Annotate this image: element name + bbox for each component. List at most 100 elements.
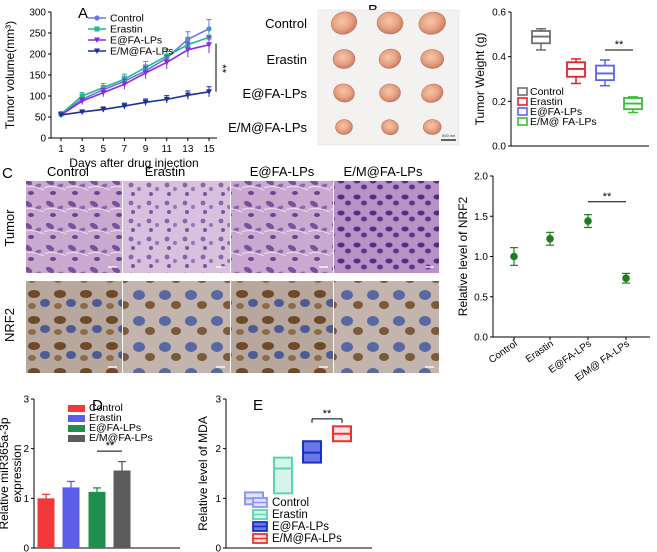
panel-label-c: C	[2, 165, 13, 182]
photo-row-label: E@FA-LPs	[243, 86, 308, 101]
legend-marker	[94, 26, 100, 32]
data-point	[163, 96, 170, 103]
y-axis-title: Tumor volume(mm³)	[3, 21, 17, 129]
legend-marker	[517, 117, 528, 126]
series-line	[60, 28, 210, 115]
tumor-specimen	[330, 11, 358, 35]
x-tick-label: 11	[162, 144, 173, 155]
legend-label: Erastin	[110, 24, 143, 36]
y-tick-label: 100	[29, 92, 46, 103]
significance-label: **	[615, 39, 624, 51]
chart-b-tumor-weight: 0.0 0.2 0.4 0.6 Tumor Weight (g) ** ControlEra…	[473, 8, 649, 153]
legend-marker	[94, 15, 100, 21]
y-axis-title: Tumor Weight (g)	[473, 33, 487, 126]
bar	[37, 498, 55, 548]
significance-label: **	[216, 64, 228, 73]
tumor-specimen	[333, 83, 355, 103]
y-tick-label: 3	[215, 395, 221, 406]
y-tick-label: 0.0	[474, 333, 488, 344]
panel-label-a: A	[78, 5, 88, 22]
y-tick-label: 2	[23, 444, 29, 455]
y-tick-label: 250	[29, 29, 46, 40]
y-tick-label: 1	[215, 494, 221, 505]
tumor-specimen	[381, 119, 399, 136]
y-tick-label: 0.4	[492, 52, 506, 63]
photo-row-label: Erastin	[267, 52, 307, 67]
histology-image-tumor	[123, 181, 230, 273]
legend-label: Control	[110, 13, 144, 25]
panel-label-d: D	[92, 397, 103, 414]
histology-column-label: Control	[47, 164, 89, 179]
y-tick-label: 1.0	[474, 252, 488, 263]
data-point	[79, 93, 85, 99]
legend-label: Control	[89, 402, 123, 414]
legend-marker	[94, 37, 100, 43]
photo-row-label: Control	[265, 16, 307, 31]
histology-image-nrf2	[231, 281, 333, 373]
legend-label: E/M@FA-LPs	[89, 432, 153, 444]
data-point	[184, 47, 191, 53]
x-tick-label: 7	[122, 144, 128, 155]
x-tick-label: 5	[101, 144, 107, 155]
data-point	[184, 92, 191, 99]
histology-image-nrf2	[26, 281, 122, 373]
data-point	[163, 59, 170, 66]
y-tick-label: 0	[215, 544, 221, 552]
y-tick-label: 3	[23, 395, 29, 406]
legend-label: E/M@FA-LPs	[272, 533, 342, 545]
legend-marker	[68, 435, 85, 442]
chart-d-mir365a: 0 1 2 3 Relative miR365a-3p expression ** Contr…	[0, 395, 180, 552]
y-tick-label: 0.0	[492, 142, 506, 153]
y-tick-label: 2	[215, 444, 221, 455]
legend-marker	[68, 405, 85, 412]
y-tick-label: 200	[29, 50, 46, 61]
legend-marker	[94, 48, 100, 54]
data-point	[546, 234, 554, 243]
panel-label-e: E	[253, 397, 263, 414]
data-point	[206, 89, 212, 95]
y-axis-title: Relative level of NRF2	[456, 196, 470, 316]
x-tick-label: 1	[58, 144, 64, 155]
y-tick-label: 50	[35, 113, 47, 124]
y-axis-title-line1: Relative miR365a-3p	[0, 417, 11, 529]
legend-label: Erastin	[530, 96, 563, 108]
y-axis-title: Relative level of MDA	[196, 416, 210, 531]
legend-label: Erastin	[272, 509, 308, 521]
y-tick-label: 0.5	[474, 292, 488, 303]
y-tick-label: 150	[29, 71, 46, 82]
y-axis-title-line2: expression	[10, 444, 24, 502]
histology-image-tumor	[231, 181, 333, 273]
legend-label: E@FA-LPs	[530, 106, 582, 118]
legend-label: Control	[272, 497, 309, 509]
tumor-specimen	[418, 11, 446, 35]
chart-nrf2-level: 0.0 0.5 1.0 1.5 2.0 Relative level of NRF2 Con…	[456, 172, 650, 384]
data-point	[100, 106, 107, 113]
photo-row-labels: Control Erastin E@FA-LPs E/M@FA-LPs	[228, 16, 307, 135]
legend-marker	[68, 425, 85, 432]
data-point	[100, 85, 106, 91]
legend-label: E@FA-LPs	[110, 35, 162, 47]
legend-marker	[517, 97, 528, 106]
histology-image-tumor	[26, 181, 122, 273]
histology-column-label: E/M@FA-LPs	[344, 164, 423, 179]
histology-grid: Control Erastin E@FA-LPs E/M@FA-LPs Tumor NRF…	[2, 164, 439, 373]
histology-image-tumor	[334, 181, 439, 273]
legend-label: Erastin	[89, 412, 122, 424]
bar	[62, 487, 80, 548]
chart-e-mda: 0 1 2 3 Relative level of MDA ** ControlErasti…	[196, 395, 372, 552]
x-tick-label: 3	[79, 144, 85, 155]
data-point	[121, 81, 128, 88]
scale-bar-label: 500 nm	[442, 133, 456, 138]
y-tick-label: 0.6	[492, 8, 506, 19]
histology-row-label: Tumor	[2, 209, 17, 247]
series-line	[60, 43, 210, 116]
tumor-specimen	[335, 119, 353, 135]
data-point	[58, 112, 64, 118]
tumor-photo-specimens	[330, 11, 446, 136]
data-point	[142, 70, 149, 76]
bar	[113, 470, 131, 548]
significance-label: **	[106, 440, 115, 452]
x-tick-label: 13	[182, 144, 194, 155]
